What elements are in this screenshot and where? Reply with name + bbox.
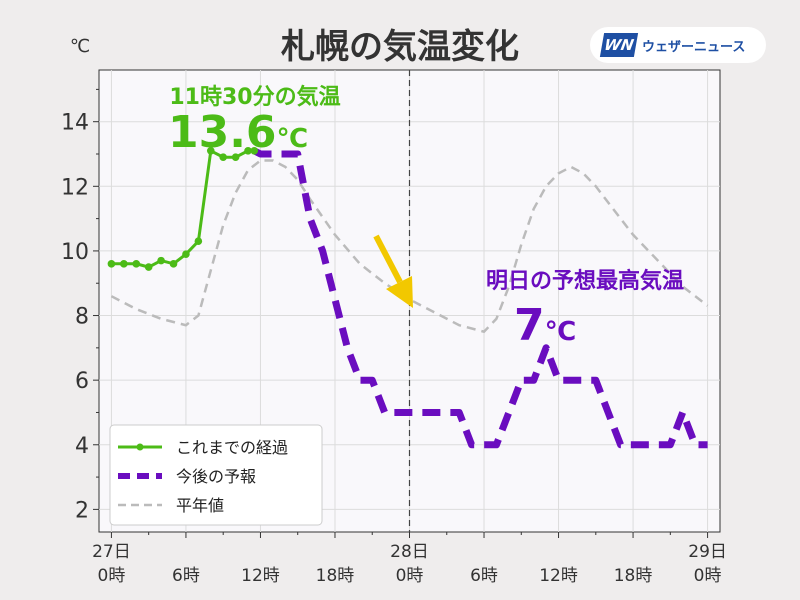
x-tick-label: 18時 (316, 566, 355, 586)
y-tick-label: 2 (75, 498, 89, 523)
current-temp-label: 11時30分の気温 (169, 84, 340, 110)
y-axis-ticks: 2 4 6 8 10 12 14 (61, 88, 99, 523)
x-tick-date: 28日 (390, 542, 429, 562)
current-temp-unit: ℃ (277, 124, 308, 154)
legend-label-normal: 平年値 (176, 496, 224, 515)
tomorrow-high-annotation: 明日の予想最高気温 7℃ (486, 268, 684, 351)
y-tick-label: 8 (75, 305, 89, 330)
legend: これまでの経過 今後の予報 平年値 (109, 424, 323, 526)
y-tick-label: 6 (75, 369, 89, 394)
series-line-normal (110, 159, 709, 334)
legend-item-forecast: 今後の予報 (118, 467, 256, 486)
y-axis-unit: ℃ (70, 36, 90, 57)
x-tick-label: 0時 (694, 566, 722, 586)
current-temp-readout: 13.6℃ (168, 107, 308, 158)
x-tick-date: 29日 (688, 542, 727, 562)
series-point-observed (132, 260, 141, 268)
tomorrow-high-label: 明日の予想最高気温 (486, 268, 684, 294)
y-tick-label: 10 (61, 240, 89, 265)
legend-item-observed: これまでの経過 (118, 438, 288, 457)
weathernews-logo: WN ウェザーニュース (590, 27, 766, 63)
y-tick-label: 12 (61, 175, 89, 200)
x-tick-label: 18時 (614, 566, 653, 586)
x-tick-label: 0時 (396, 566, 424, 586)
y-tick-label: 14 (61, 111, 89, 136)
series-point-observed (250, 146, 259, 155)
y-tick-label: 4 (75, 434, 89, 459)
x-tick-label: 6時 (172, 566, 200, 586)
weathernews-mark-icon: WN (599, 33, 639, 57)
x-tick-label: 6時 (470, 566, 498, 586)
current-temp-annotation: 11時30分の気温 13.6℃ (168, 84, 341, 158)
tomorrow-high-unit: ℃ (545, 317, 576, 347)
series-point-observed (144, 263, 153, 271)
legend-box (109, 424, 323, 526)
current-temp-value: 13.6 (168, 107, 277, 158)
legend-label-forecast: 今後の予報 (176, 467, 256, 486)
x-axis-ticks: 27日 0時 6時 12時 18時 28日 0時 6時 12時 18時 29日 0時 (92, 532, 727, 586)
series-point-observed (120, 260, 128, 268)
legend-label-observed: これまでの経過 (176, 438, 288, 457)
x-tick-date: 27日 (92, 542, 131, 562)
tomorrow-high-readout: 7℃ (514, 300, 576, 351)
series-line-forecast (252, 147, 708, 449)
weathernews-name: ウェザーニュース (642, 39, 746, 55)
legend-item-normal: 平年値 (118, 496, 224, 515)
series-point-observed (169, 260, 178, 268)
series-layer (107, 146, 709, 449)
series-point-observed (206, 146, 215, 155)
series-point-observed (182, 250, 190, 258)
tomorrow-high-value: 7 (514, 300, 545, 351)
series-point-observed (219, 153, 227, 162)
series-point-observed (194, 237, 203, 246)
chart-title: 札幌の気温変化 (281, 27, 519, 67)
series-point-observed (231, 153, 240, 162)
x-tick-label: 0時 (98, 566, 126, 586)
x-tick-label: 12時 (241, 566, 280, 586)
series-point-observed (107, 260, 116, 268)
series-point-observed (157, 256, 165, 265)
series-point-observed (244, 146, 252, 155)
x-tick-label: 12時 (539, 566, 578, 586)
pointer-arrow-icon (373, 234, 413, 308)
